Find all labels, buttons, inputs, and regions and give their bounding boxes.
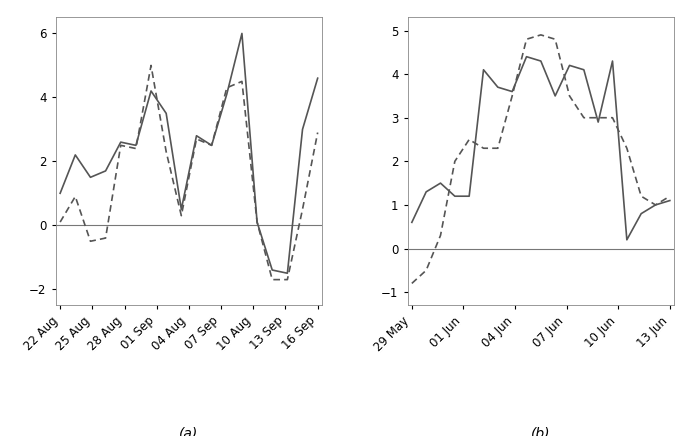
Text: (a): (a) (179, 426, 199, 436)
Text: (b): (b) (531, 426, 550, 436)
